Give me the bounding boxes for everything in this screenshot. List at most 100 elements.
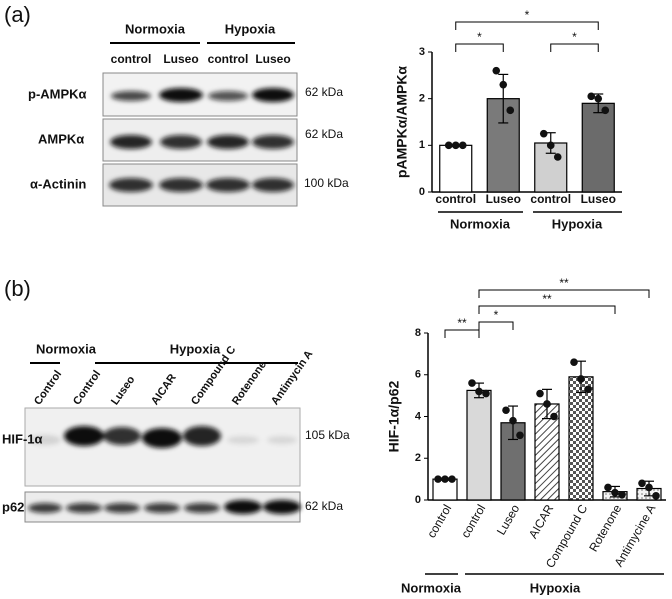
blot [24, 407, 301, 523]
condition-label: Normoxia [36, 341, 97, 356]
size-label: 62 kDa [305, 85, 343, 99]
data-point [539, 129, 548, 138]
data-point [638, 479, 646, 488]
lane-label: control [111, 52, 152, 66]
significance-label: ** [559, 276, 569, 290]
y-tick-label: 6 [415, 369, 421, 381]
data-point [577, 375, 585, 383]
y-tick-label: 2 [415, 452, 421, 464]
significance-bracket [455, 43, 504, 52]
lane-label: Antimycin A [269, 348, 315, 407]
significance-label: * [572, 30, 577, 44]
bar [466, 389, 492, 501]
data-point [482, 389, 490, 398]
panel-label: (a) [4, 2, 31, 27]
data-point [444, 141, 453, 150]
data-point [441, 475, 449, 483]
row-label: p-AMPKα [28, 86, 87, 101]
significance-bracket [444, 329, 480, 338]
data-point [516, 431, 524, 440]
data-point [499, 80, 508, 89]
x-tick-label: Luseo [581, 192, 616, 206]
size-label: 100 kDa [304, 176, 349, 190]
x-tick-label: control [458, 502, 488, 540]
data-point [611, 488, 619, 497]
data-point [543, 400, 551, 408]
y-axis-label: pAMPKα/AMPKα [394, 66, 410, 178]
data-point [645, 483, 653, 492]
row-label: α-Actinin [30, 176, 86, 191]
data-point [506, 106, 515, 115]
significance-label: * [477, 30, 482, 44]
data-point [570, 358, 578, 367]
lane-label: Luseo [109, 374, 138, 408]
y-tick-label: 2 [419, 93, 425, 105]
x-tick-label: Luseo [494, 502, 523, 538]
group-label: Hypoxia [552, 216, 603, 231]
size-label: 62 kDa [305, 127, 343, 141]
significance-bracket [478, 305, 616, 314]
size-label: 62 kDa [305, 499, 343, 513]
bar [581, 102, 615, 193]
row-label: HIF-1α [2, 431, 43, 446]
data-point [584, 385, 592, 394]
significance-bracket [455, 21, 599, 30]
condition-label: Hypoxia [225, 21, 276, 36]
lane-label: Control [32, 368, 64, 407]
condition-label: Hypoxia [170, 341, 221, 356]
y-tick-label: 4 [415, 410, 422, 422]
lane-label: Luseo [163, 52, 198, 66]
data-point [652, 492, 660, 500]
y-tick-label: 1 [419, 139, 425, 151]
data-point [618, 490, 626, 499]
y-tick-label: 0 [415, 494, 421, 506]
significance-bracket [478, 321, 514, 330]
y-tick-label: 8 [415, 327, 421, 339]
data-point [546, 141, 555, 150]
data-point [587, 92, 596, 101]
x-tick-label: Rotenone [586, 502, 624, 554]
lane-label: Control [71, 368, 103, 407]
data-point [451, 141, 460, 150]
x-tick-label: Luseo [486, 192, 521, 206]
data-point [448, 475, 456, 483]
x-tick-label: AICAR [526, 502, 557, 541]
data-point [492, 66, 501, 75]
significance-bracket [550, 43, 599, 52]
significance-label: ** [542, 292, 552, 306]
group-label: Hypoxia [530, 580, 581, 595]
row-label: p62 [2, 499, 24, 514]
data-point [601, 106, 610, 115]
blot [102, 72, 298, 207]
data-point [458, 141, 467, 150]
data-point [594, 94, 603, 103]
data-point [604, 483, 612, 492]
data-point [550, 412, 558, 421]
x-tick-label: control [424, 502, 454, 540]
data-point [502, 406, 510, 415]
lane-label: control [208, 52, 249, 66]
condition-label: Normoxia [125, 21, 186, 36]
data-point [434, 475, 442, 483]
lane-label: Luseo [255, 52, 290, 66]
data-point [553, 153, 562, 161]
bar [568, 376, 594, 501]
data-point [536, 389, 544, 398]
panel-label: (b) [4, 276, 31, 301]
bar [439, 144, 473, 193]
significance-bracket [478, 289, 650, 298]
lane-label: Rotenone [230, 359, 269, 407]
group-label: Normoxia [450, 216, 511, 231]
data-point [475, 387, 483, 396]
significance-label: * [525, 8, 530, 22]
group-label: Normoxia [401, 580, 462, 595]
significance-label: * [494, 308, 499, 322]
size-label: 105 kDa [305, 428, 350, 442]
data-point [509, 416, 517, 425]
significance-label: ** [457, 316, 467, 330]
y-axis-label: HIF-1α/p62 [386, 380, 402, 452]
x-tick-label: control [530, 192, 571, 206]
row-label: AMPKα [38, 131, 84, 146]
y-tick-label: 3 [419, 46, 425, 58]
